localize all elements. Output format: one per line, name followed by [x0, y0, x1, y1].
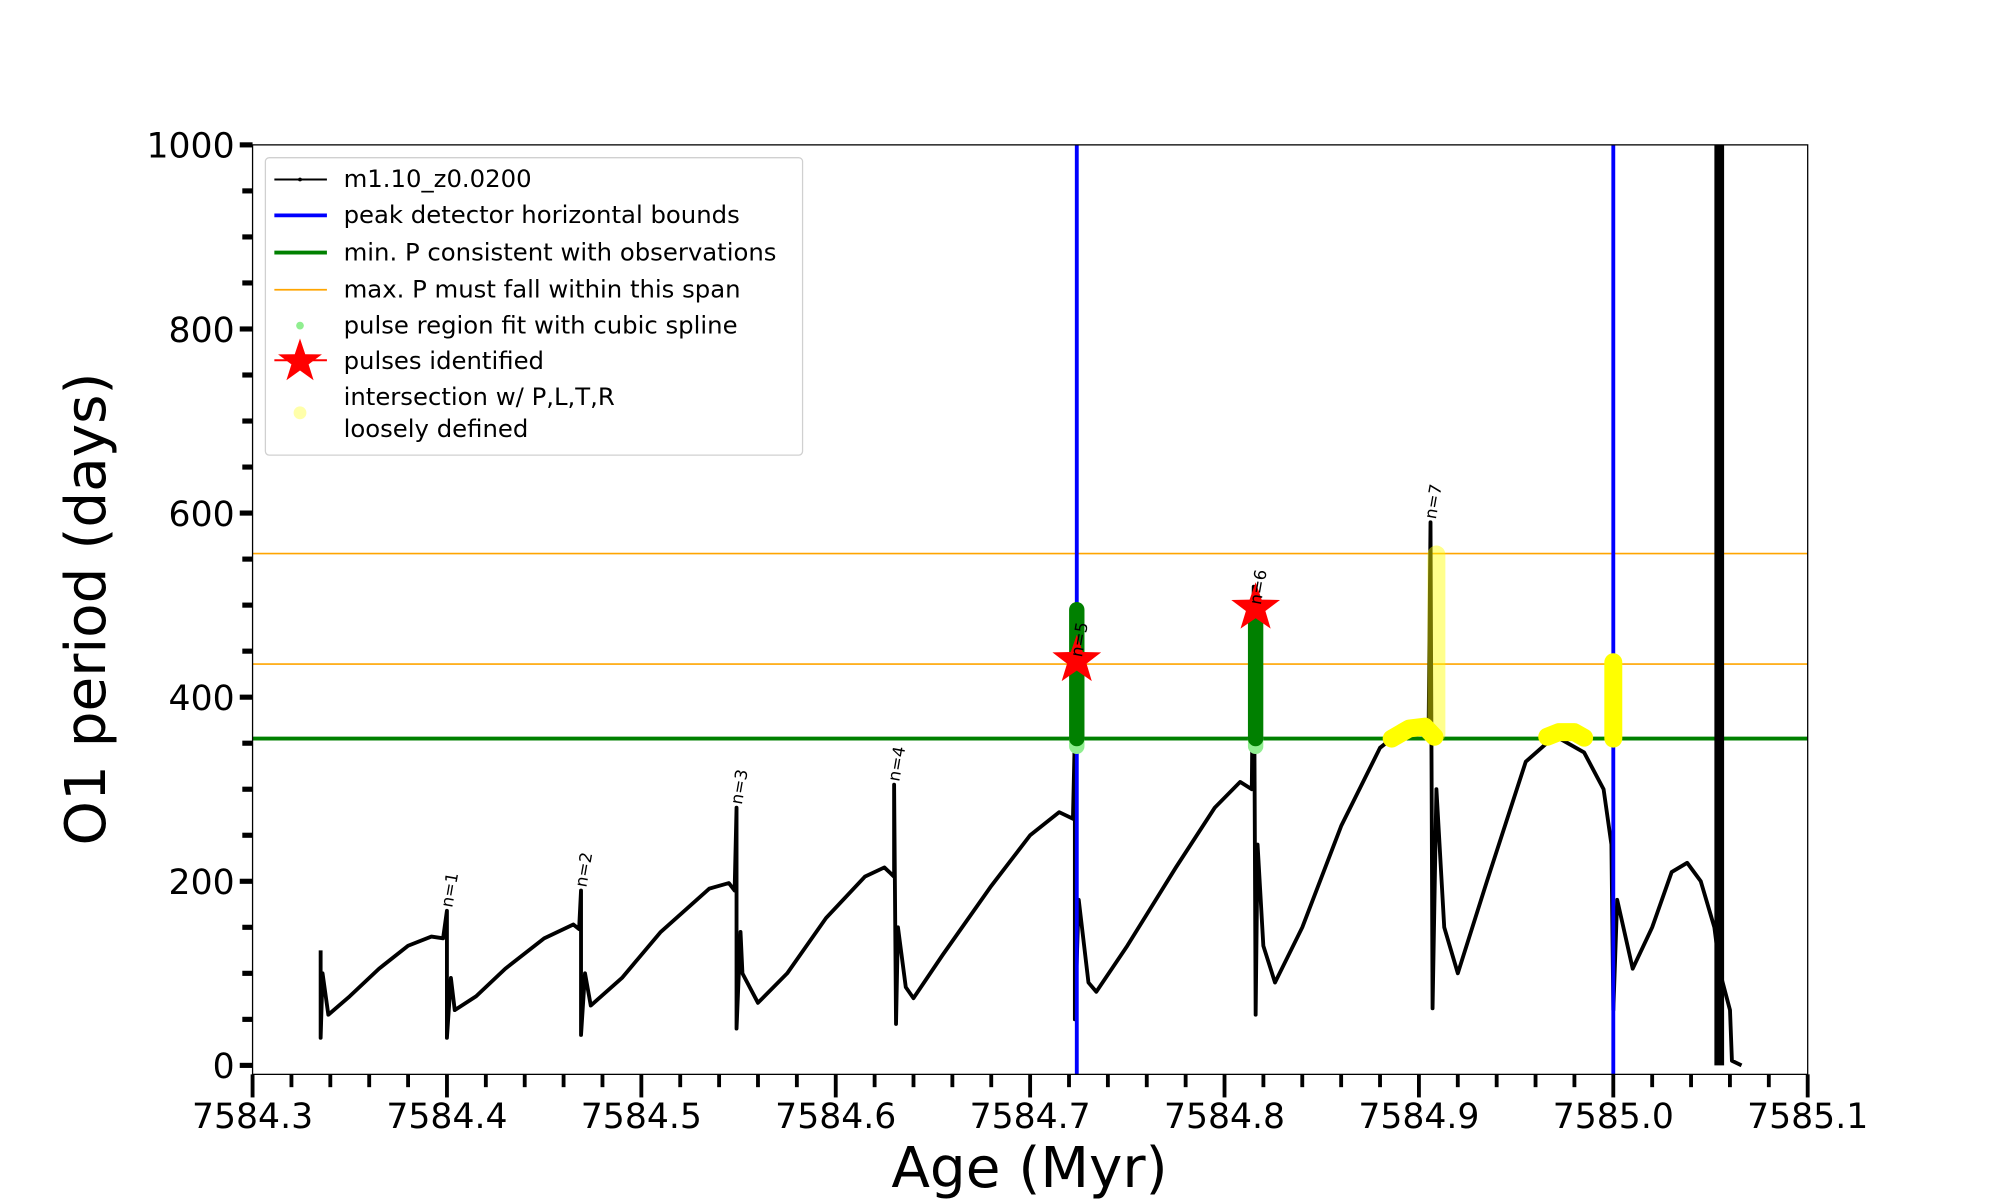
legend-box: [264, 157, 804, 456]
y-tick-label: 200: [169, 863, 235, 903]
legend-label: intersection w/ P,L,T,R: [344, 382, 615, 411]
legend-handle-dot: [293, 406, 307, 420]
x-tick-label: 7584.3: [192, 1097, 313, 1137]
y-axis: 0 200 400 600 800 1000: [147, 127, 253, 1087]
legend-handle-dot: [296, 321, 304, 330]
y-tick-label: 1000: [147, 127, 235, 167]
legend-label: m1.10_z0.0200: [344, 164, 532, 193]
pulse-label: n=3: [727, 768, 752, 806]
intersection-marker: [1382, 717, 1444, 748]
intersection-marker: [1538, 723, 1594, 747]
y-tick-label: 600: [169, 495, 235, 535]
legend-label: loosely defined: [344, 414, 529, 443]
x-tick-label: 7585.0: [1553, 1097, 1674, 1137]
x-tick-label: 7585.1: [1747, 1097, 1868, 1137]
legend-label: min. P consistent with observations: [344, 237, 777, 266]
legend-handle-marker: [298, 177, 302, 182]
plot-content: [252, 144, 1808, 1075]
x-tick-label: 7584.5: [581, 1097, 702, 1137]
x-axis-label: Age (Myr): [891, 1136, 1167, 1200]
x-tick-label: 7584.4: [386, 1097, 507, 1137]
legend-label: pulse region fit with cubic spline: [344, 310, 738, 339]
x-tick-label: 7584.6: [775, 1097, 896, 1137]
y-tick-label: 400: [169, 679, 235, 719]
legend-label: pulses identified: [344, 346, 544, 375]
y-axis-label: O1 period (days): [54, 372, 119, 845]
x-axis: 7584.3 7584.4 7584.5 7584.6 7584.7 7584.8 7584…: [192, 1074, 1868, 1137]
pulse-label: n=7: [1421, 483, 1446, 521]
dense-band: [1714, 144, 1725, 1066]
x-tick-label: 7584.7: [970, 1097, 1091, 1137]
plot-area: n=1n=2n=3n=4n=5n=6n=7: [252, 144, 1808, 1075]
pulse-label: n=2: [571, 851, 596, 889]
pulse-label: n=1: [437, 871, 462, 909]
pulse-star: [1052, 634, 1102, 682]
x-tick-label: 7584.9: [1358, 1097, 1479, 1137]
y-tick-label: 0: [213, 1047, 235, 1087]
pulse-star: [1231, 582, 1280, 629]
series-line: [318, 520, 1743, 1068]
pulse-label: n=4: [884, 745, 909, 783]
y-tick-label: 800: [169, 311, 235, 351]
legend-label: peak detector horizontal bounds: [344, 200, 740, 229]
legend-label: max. P must fall within this span: [344, 274, 741, 303]
x-tick-label: 7584.8: [1164, 1097, 1285, 1137]
